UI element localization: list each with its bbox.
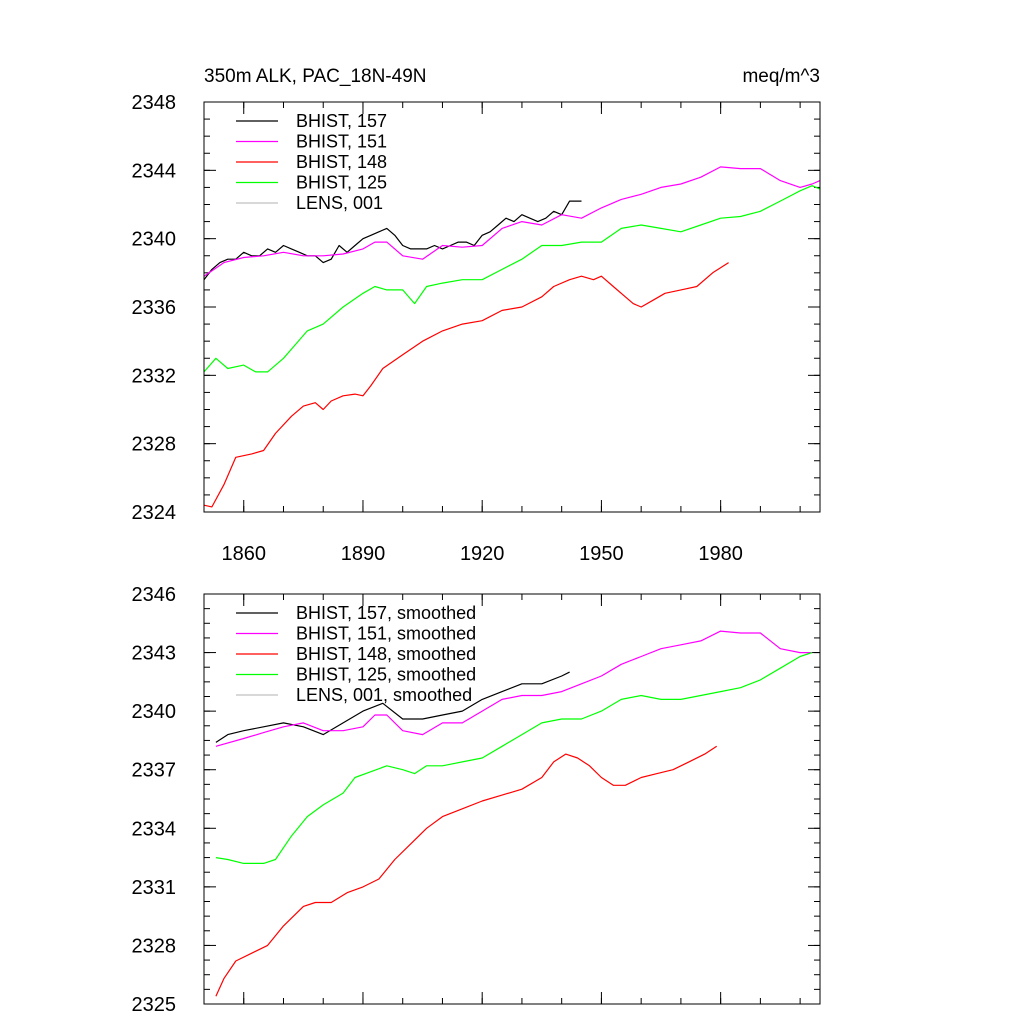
top-panel: 350m ALK, PAC_18N-49N meq/m^3 2324232823… [132, 66, 821, 565]
top-panel-title-right: meq/m^3 [742, 66, 820, 87]
panel-0-legend-label-1: BHIST, 151 [296, 132, 387, 152]
panel-0-ytick-label: 2348 [132, 92, 177, 114]
panel-0-series-line-3 [203, 185, 821, 373]
panel-0-xtick-label: 1860 [221, 543, 266, 565]
panel-0-series-line-2 [203, 262, 729, 508]
panel-1-ytick-label: 2337 [132, 760, 177, 782]
panel-0-series-line-1 [203, 166, 821, 277]
panel-0-legend-label-3: BHIST, 125 [296, 173, 387, 193]
panel-1-ytick-label: 2331 [132, 877, 177, 899]
panel-0-xtick-label: 1950 [579, 543, 624, 565]
panel-1-ytick-label: 2340 [132, 701, 177, 723]
panel-0-legend-label-4: LENS, 001 [296, 193, 383, 213]
panel-1-series-line-3 [215, 652, 813, 865]
panel-1-legend-label-4: LENS, 001, smoothed [296, 685, 472, 705]
panel-0-ytick-label: 2340 [132, 229, 177, 251]
top-panel-frame [203, 101, 821, 513]
top-panel-series [203, 166, 821, 508]
panel-1-legend-label-0: BHIST, 157, smoothed [296, 603, 476, 623]
panel-0-ytick-label: 2328 [132, 434, 177, 456]
bottom-panel-ticks: 2325 2328 2331 2334 2337 2340 2343 2346 [132, 584, 820, 1016]
panel-1-legend-label-1: BHIST, 151, smoothed [296, 624, 476, 644]
top-panel-ticks: 2324 2328 2332 2336 2340 2344 2348 1860 1890 1920… [132, 92, 820, 565]
panel-0-legend-label-2: BHIST, 148 [296, 152, 387, 172]
panel-1-series-line-2 [215, 745, 718, 997]
bottom-panel-frame [203, 593, 821, 1005]
panel-0-xtick-label: 1890 [341, 543, 386, 565]
panel-1-legend-label-2: BHIST, 148, smoothed [296, 644, 476, 664]
panel-1-ytick-label: 2334 [132, 818, 177, 840]
panel-1-legend-label-3: BHIST, 125, smoothed [296, 665, 476, 685]
panel-0-ytick-label: 2344 [132, 160, 177, 182]
panel-0-ytick-label: 2332 [132, 365, 177, 387]
top-panel-title-left: 350m ALK, PAC_18N-49N [204, 66, 427, 87]
bottom-panel-series [215, 630, 813, 997]
panel-1-ytick-label: 2328 [132, 935, 177, 957]
panel-0-ytick-label: 2324 [132, 502, 177, 524]
panel-1-ytick-label: 2346 [132, 584, 177, 606]
panel-0-series-line-0 [203, 200, 582, 281]
panel-0-xtick-label: 1920 [460, 543, 505, 565]
panel-0-ytick-label: 2336 [132, 297, 177, 319]
bottom-panel: 2325 2328 2331 2334 2337 2340 2343 2346 BHIST, … [132, 584, 821, 1016]
panel-1-series-line-1 [215, 630, 813, 747]
panel-1-ytick-label: 2343 [132, 643, 177, 665]
panel-0-legend-label-0: BHIST, 157 [296, 111, 387, 131]
panel-0-xtick-label: 1980 [698, 543, 743, 565]
panel-1-ytick-label: 2325 [132, 994, 177, 1016]
panel-1-series-line-0 [215, 671, 570, 743]
